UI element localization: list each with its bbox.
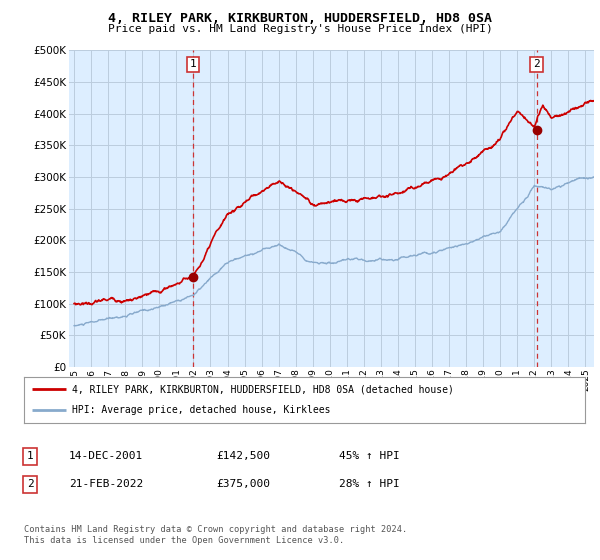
Text: Contains HM Land Registry data © Crown copyright and database right 2024.
This d: Contains HM Land Registry data © Crown c… xyxy=(24,525,407,545)
Text: 4, RILEY PARK, KIRKBURTON, HUDDERSFIELD, HD8 0SA: 4, RILEY PARK, KIRKBURTON, HUDDERSFIELD,… xyxy=(108,12,492,25)
Text: 45% ↑ HPI: 45% ↑ HPI xyxy=(339,451,400,461)
Text: 28% ↑ HPI: 28% ↑ HPI xyxy=(339,479,400,489)
Text: 21-FEB-2022: 21-FEB-2022 xyxy=(69,479,143,489)
Text: 4, RILEY PARK, KIRKBURTON, HUDDERSFIELD, HD8 0SA (detached house): 4, RILEY PARK, KIRKBURTON, HUDDERSFIELD,… xyxy=(71,384,454,394)
Text: 1: 1 xyxy=(190,59,196,69)
Text: £375,000: £375,000 xyxy=(216,479,270,489)
Text: 2: 2 xyxy=(533,59,540,69)
Text: 14-DEC-2001: 14-DEC-2001 xyxy=(69,451,143,461)
Text: HPI: Average price, detached house, Kirklees: HPI: Average price, detached house, Kirk… xyxy=(71,405,330,416)
Text: Price paid vs. HM Land Registry's House Price Index (HPI): Price paid vs. HM Land Registry's House … xyxy=(107,24,493,34)
Text: £142,500: £142,500 xyxy=(216,451,270,461)
Text: 2: 2 xyxy=(26,479,34,489)
Text: 1: 1 xyxy=(26,451,34,461)
